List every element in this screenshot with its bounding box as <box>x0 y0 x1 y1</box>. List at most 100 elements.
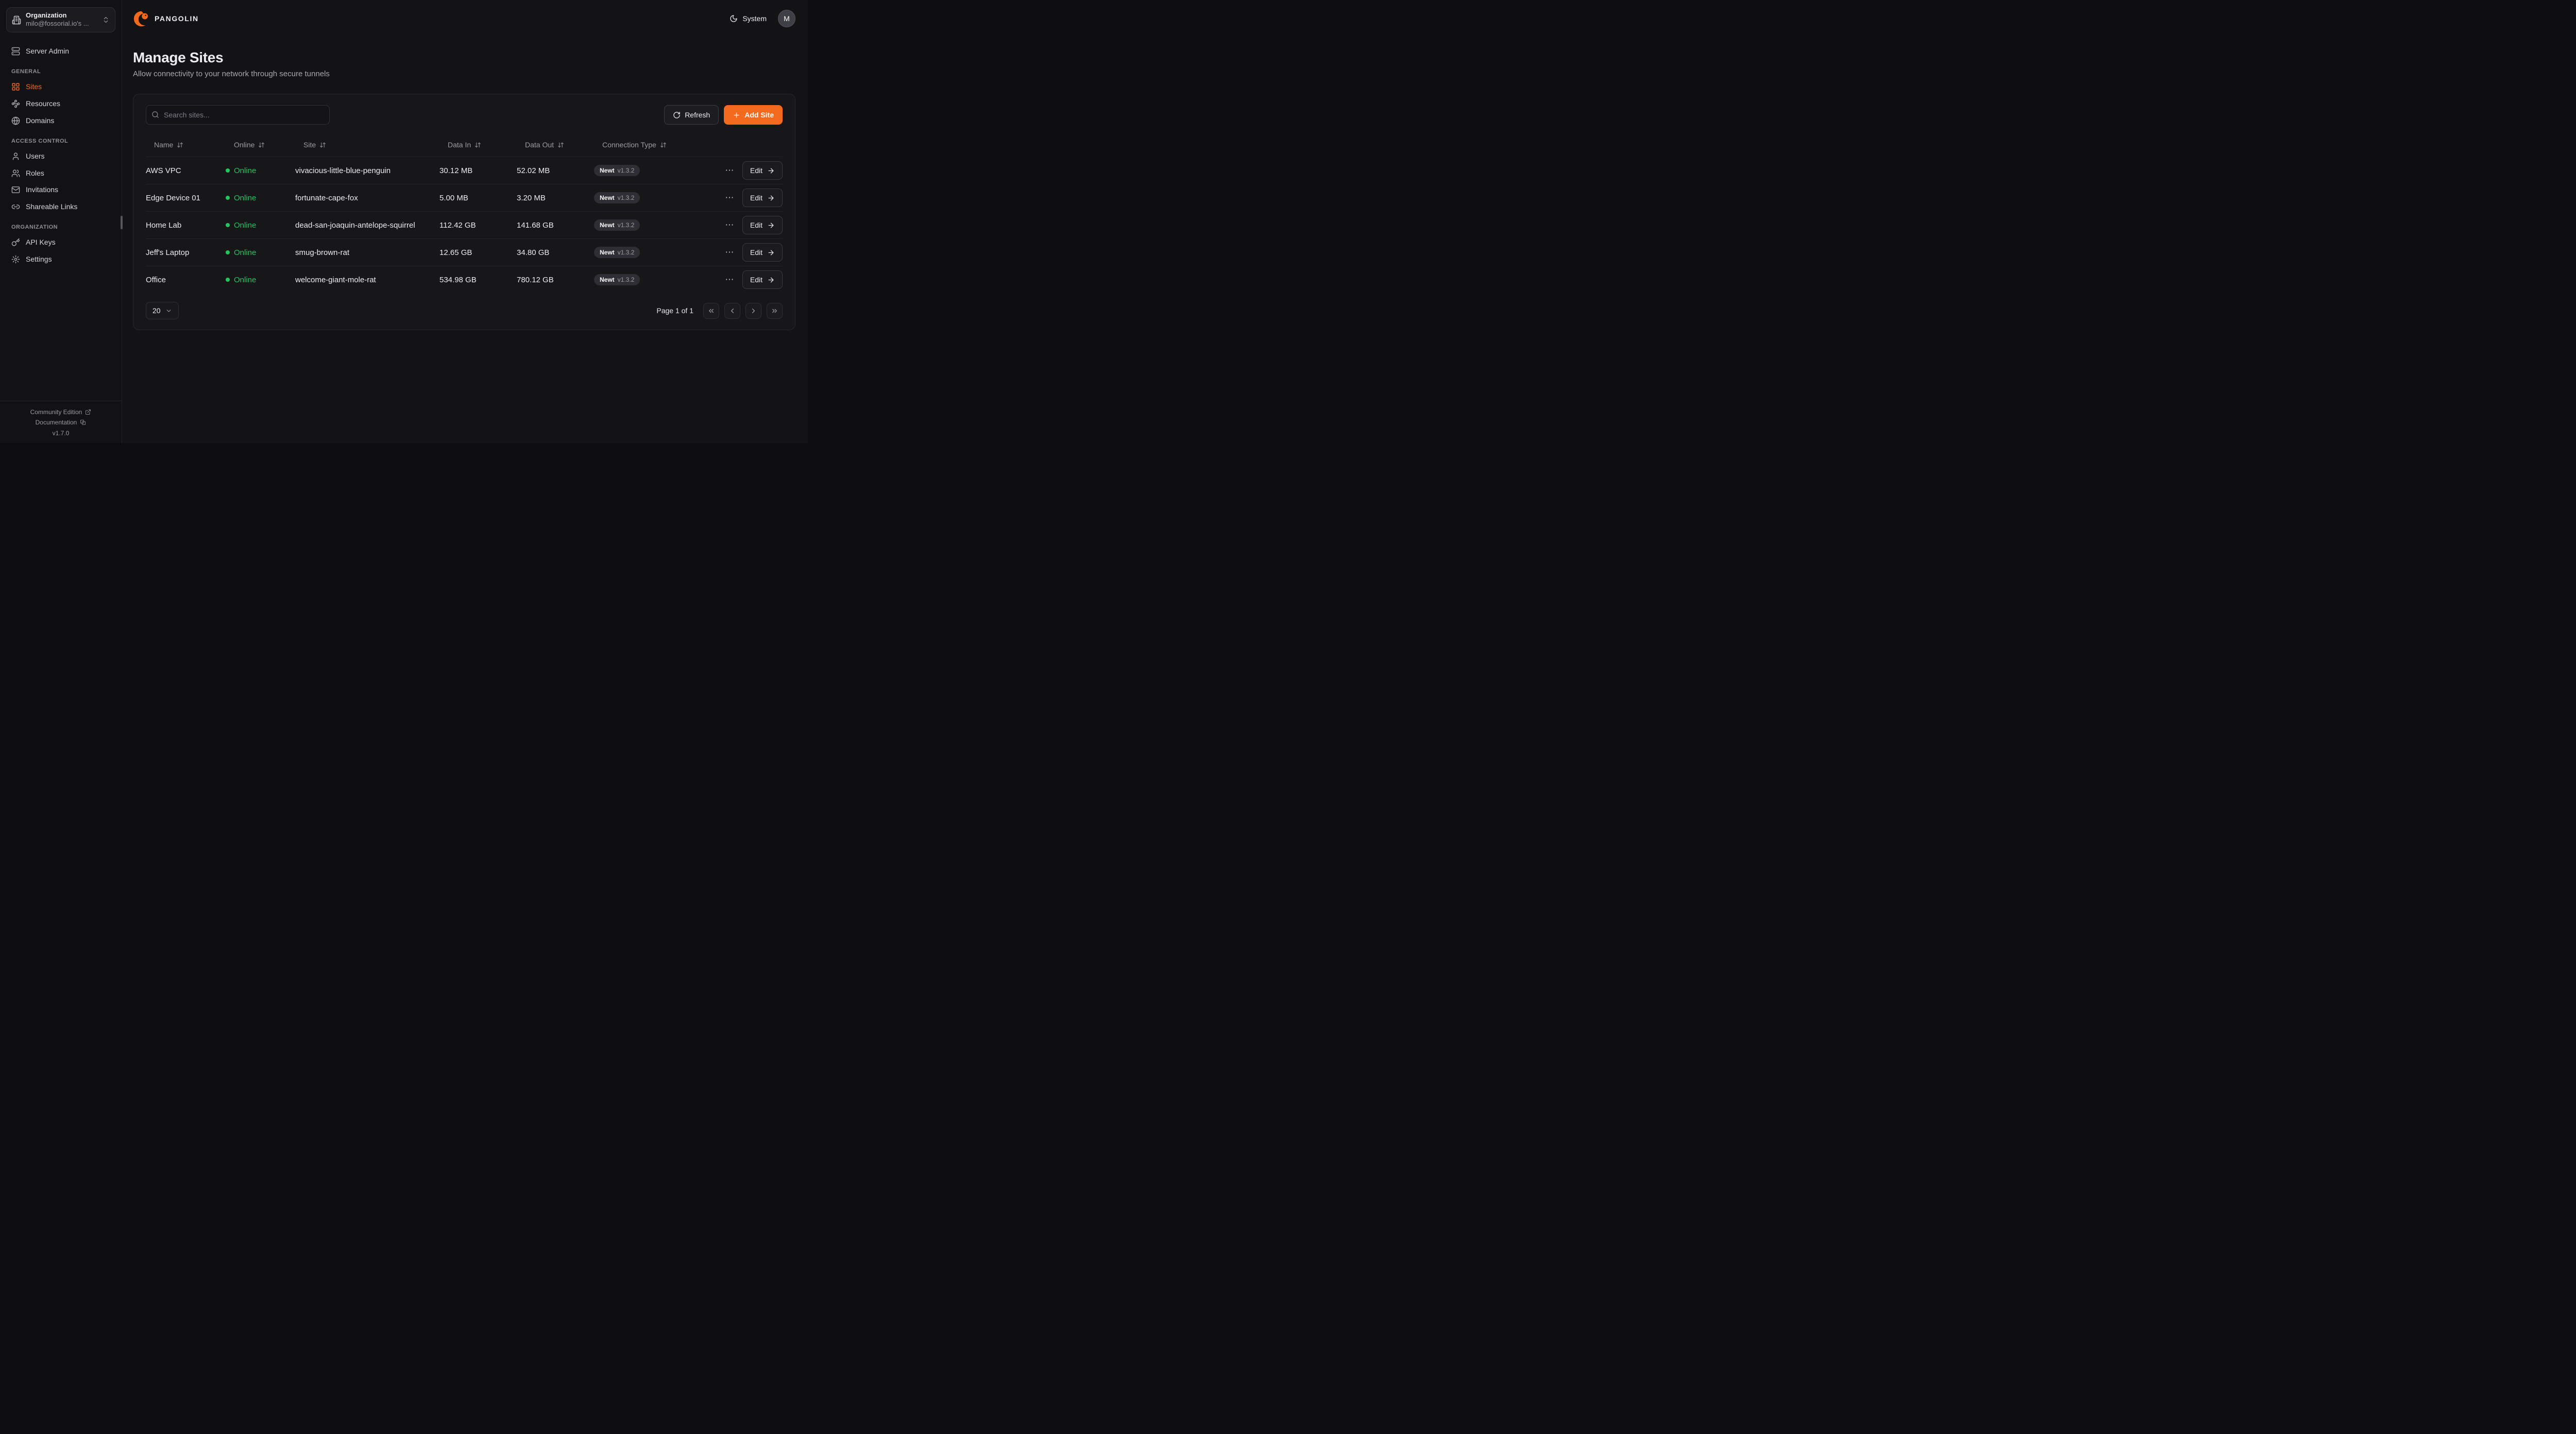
data-in: 534.98 GB <box>439 275 477 284</box>
sidebar-item-settings[interactable]: Settings <box>6 251 115 268</box>
theme-toggle[interactable]: System <box>730 14 767 23</box>
add-site-button[interactable]: Add Site <box>724 105 783 125</box>
connection-type-cell: Newt v1.3.2 <box>594 165 693 176</box>
sidebar-item-shareable-links[interactable]: Shareable Links <box>6 198 115 215</box>
section-title-general: GENERAL <box>11 69 41 75</box>
sidebar-item-roles[interactable]: Roles <box>6 165 115 182</box>
organization-texts: Organization milo@fossorial.io's ... <box>26 11 97 28</box>
sidebar-item-sites[interactable]: Sites <box>6 78 115 95</box>
connection-type-cell: Newt v1.3.2 <box>594 247 693 258</box>
badge-name: Newt <box>600 249 615 256</box>
docs-external-icon <box>80 419 86 425</box>
row-menu-button[interactable]: ⋯ <box>722 217 737 233</box>
column-header-online[interactable]: Online <box>226 141 295 149</box>
data-out: 141.68 GB <box>517 220 554 230</box>
arrow-right-icon <box>767 167 775 175</box>
topbar: PANGOLIN System M <box>133 0 795 37</box>
search-input[interactable] <box>146 105 330 125</box>
edit-button[interactable]: Edit <box>742 216 783 234</box>
documentation-link[interactable]: Documentation <box>6 417 115 428</box>
page-title: Manage Sites <box>133 49 224 65</box>
row-actions: ⋯ Edit <box>693 243 783 262</box>
previous-page-button[interactable] <box>724 302 740 319</box>
sidebar-item-server-admin[interactable]: Server Admin <box>6 43 115 60</box>
sort-icon <box>177 142 183 148</box>
sidebar-item-domains[interactable]: Domains <box>6 112 115 129</box>
avatar[interactable]: M <box>778 10 795 27</box>
data-out: 52.02 MB <box>517 166 550 175</box>
edit-button[interactable]: Edit <box>742 189 783 207</box>
sidebar-item-invitations[interactable]: Invitations <box>6 181 115 198</box>
ellipsis-icon: ⋯ <box>725 247 734 257</box>
refresh-button[interactable]: Refresh <box>664 105 719 125</box>
sidebar-footer: Community Edition Documentation v1.7.0 <box>0 401 122 443</box>
column-header-site[interactable]: Site <box>295 141 439 149</box>
edit-label: Edit <box>750 194 762 202</box>
data-out: 3.20 MB <box>517 193 546 202</box>
community-edition-link[interactable]: Community Edition <box>6 407 115 417</box>
moon-icon <box>730 14 738 23</box>
site-name: AWS VPC <box>146 166 181 175</box>
row-actions: ⋯ Edit <box>693 161 783 180</box>
plus-icon <box>733 111 740 119</box>
online-label: Online <box>234 220 257 230</box>
edit-label: Edit <box>750 221 762 229</box>
sites-card: Refresh Add Site Name <box>133 94 795 330</box>
page-size-select[interactable]: 20 <box>146 302 179 319</box>
chevron-down-icon <box>165 308 172 314</box>
column-label: Data In <box>448 141 471 149</box>
connection-type-badge: Newt v1.3.2 <box>594 219 640 231</box>
column-header-connection-type[interactable]: Connection Type <box>594 141 693 149</box>
site-slug: fortunate-cape-fox <box>295 193 358 202</box>
pager-buttons <box>703 302 783 319</box>
badge-name: Newt <box>600 276 615 283</box>
edit-button[interactable]: Edit <box>742 270 783 289</box>
connection-type-badge: Newt v1.3.2 <box>594 192 640 203</box>
pangolin-logo-icon <box>133 10 150 27</box>
next-page-button[interactable] <box>745 302 761 319</box>
badge-version: v1.3.2 <box>617 221 635 229</box>
row-actions: ⋯ Edit <box>693 189 783 207</box>
sidebar-item-resources[interactable]: Resources <box>6 95 115 112</box>
sidebar-item-users[interactable]: Users <box>6 148 115 165</box>
table-header-row: Name Online Site Data In <box>146 133 783 157</box>
edit-button[interactable]: Edit <box>742 161 783 180</box>
edit-button[interactable]: Edit <box>742 243 783 262</box>
online-status: Online <box>226 166 295 175</box>
sidebar-item-label: Settings <box>26 255 52 264</box>
column-header-data-in[interactable]: Data In <box>439 141 517 149</box>
chevrons-up-down-icon <box>102 16 110 24</box>
sites-table: Name Online Site Data In <box>146 133 783 293</box>
sidebar-resize-handle[interactable] <box>121 216 123 229</box>
sort-icon <box>557 142 564 148</box>
app-version: v1.7.0 <box>52 430 70 437</box>
column-header-name[interactable]: Name <box>146 141 226 149</box>
sidebar-item-api-keys[interactable]: API Keys <box>6 234 115 251</box>
sidebar-nav: Server Admin GENERAL Sites Resources Dom <box>6 43 115 268</box>
first-page-button[interactable] <box>703 302 719 319</box>
organization-picker[interactable]: Organization milo@fossorial.io's ... <box>6 7 115 33</box>
site-slug: vivacious-little-blue-penguin <box>295 166 391 175</box>
row-actions: ⋯ Edit <box>693 216 783 234</box>
arrow-right-icon <box>767 194 775 202</box>
row-menu-button[interactable]: ⋯ <box>722 272 737 287</box>
data-in: 30.12 MB <box>439 166 473 175</box>
sidebar-item-label: Invitations <box>26 185 59 194</box>
sidebar-item-label: Shareable Links <box>26 202 78 211</box>
data-in: 5.00 MB <box>439 193 468 202</box>
chevron-left-icon <box>728 307 736 315</box>
card-footer: 20 Page 1 of 1 <box>146 302 783 319</box>
online-status: Online <box>226 221 295 230</box>
column-header-data-out[interactable]: Data Out <box>517 141 594 149</box>
refresh-icon <box>673 111 681 119</box>
ellipsis-icon: ⋯ <box>725 220 734 230</box>
online-label: Online <box>234 275 257 284</box>
page-head: Manage Sites Allow connectivity to your … <box>133 49 795 78</box>
row-menu-button[interactable]: ⋯ <box>722 163 737 178</box>
data-out: 34.80 GB <box>517 248 550 257</box>
online-dot-icon <box>226 250 230 254</box>
badge-name: Newt <box>600 167 615 174</box>
row-menu-button[interactable]: ⋯ <box>722 245 737 260</box>
row-menu-button[interactable]: ⋯ <box>722 190 737 206</box>
last-page-button[interactable] <box>767 302 783 319</box>
